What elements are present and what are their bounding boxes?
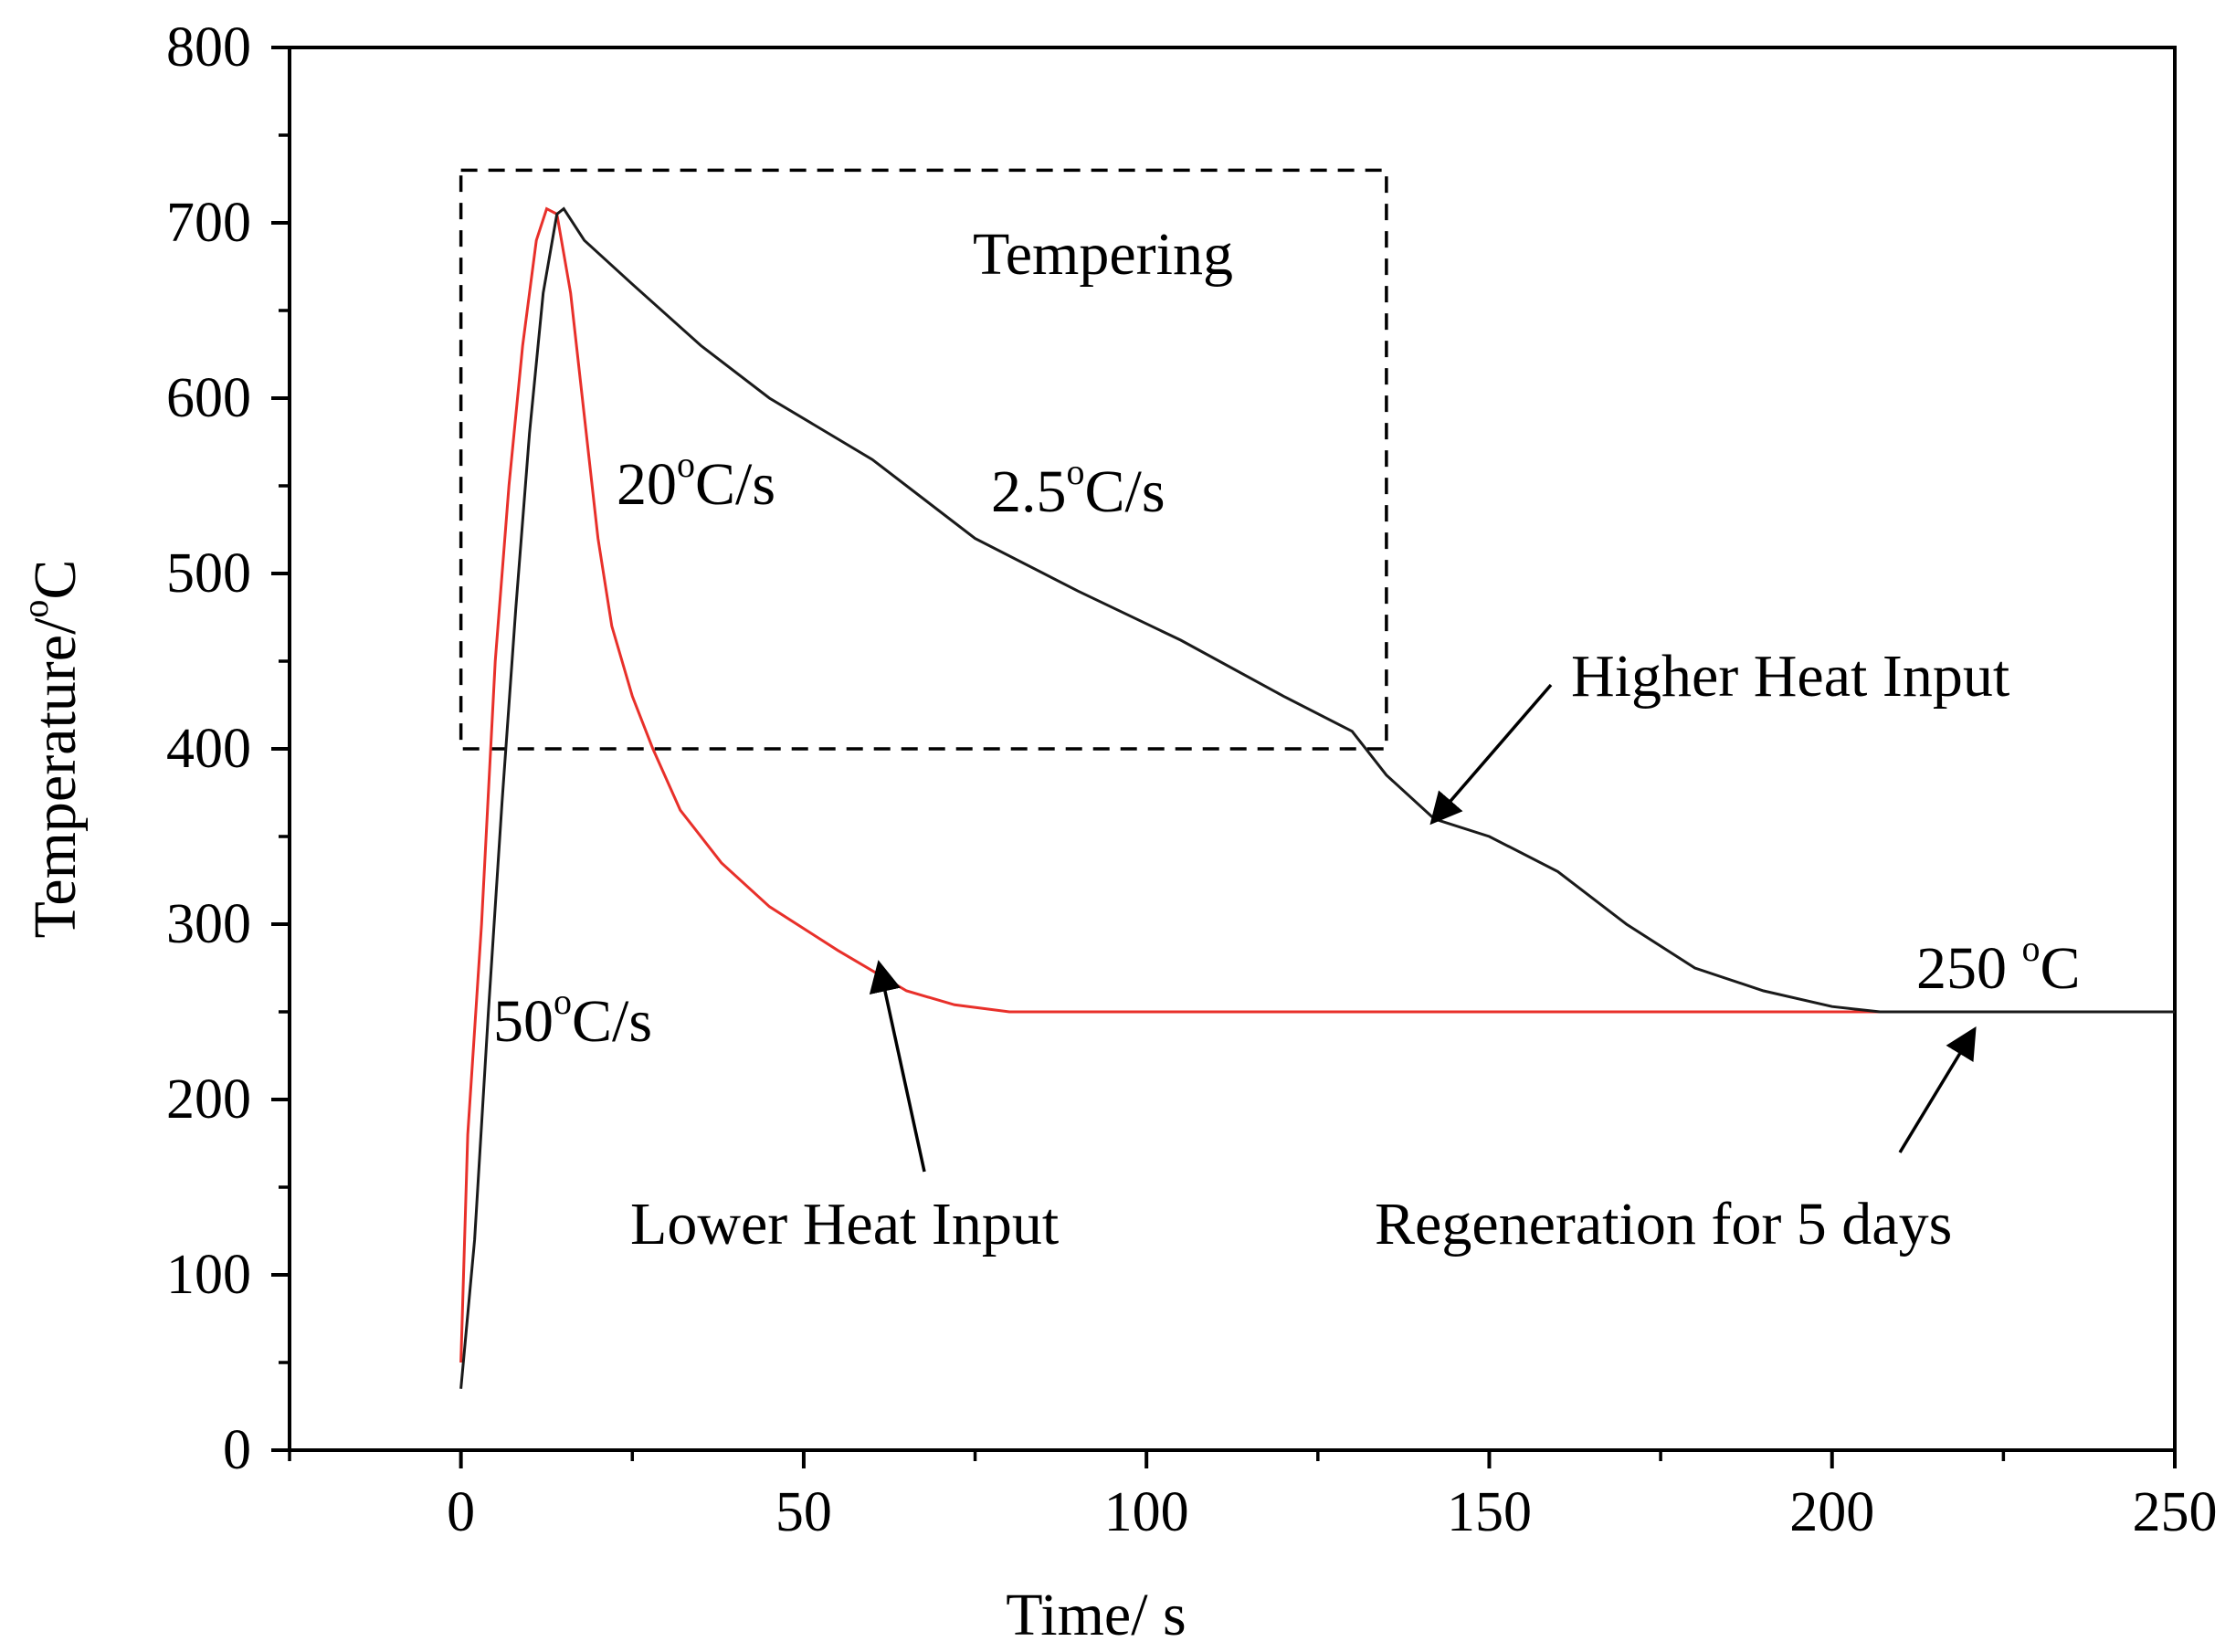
annotation-rate-2-5: 2.5oC/s (991, 451, 1165, 525)
y-axis-ticks: 0 100 200 300 400 500 600 700 800 (166, 16, 290, 1481)
y-tick-label: 100 (166, 1244, 251, 1306)
y-axis-title: Temperature/oC (15, 560, 89, 939)
annotation-regeneration: Regeneration for 5 days (1375, 1191, 1952, 1257)
x-tick-label: 200 (1789, 1481, 1874, 1543)
y-tick-label: 400 (166, 718, 251, 780)
annotation-rate-50: 50oC/s (493, 981, 652, 1055)
higher-heat-input-curve (459, 206, 2175, 1389)
arrow-lower-heat-input (869, 960, 926, 1173)
y-tick-label: 500 (166, 542, 251, 605)
y-tick-label: 0 (223, 1419, 251, 1481)
x-axis-title: Time/ s (1006, 1582, 1186, 1648)
arrow-higher-heat-input (1429, 683, 1553, 826)
y-tick-label: 300 (166, 893, 251, 955)
annotation-hold-250c: 250 oC (1916, 928, 2081, 1002)
x-tick-label: 0 (447, 1481, 475, 1543)
x-tick-label: 50 (775, 1481, 832, 1543)
lower-heat-input-curve (459, 206, 2175, 1363)
x-tick-label: 100 (1104, 1481, 1189, 1543)
arrow-regeneration (1898, 1026, 1977, 1153)
annotation-tempering: Tempering (973, 221, 1233, 288)
annotation-rate-20: 20oC/s (617, 444, 775, 518)
x-axis-ticks: 0 50 100 150 200 250 (288, 1450, 2218, 1543)
annotation-lower-heat-input: Lower Heat Input (630, 1191, 1059, 1257)
x-tick-label: 250 (2133, 1481, 2218, 1543)
y-tick-label: 700 (166, 192, 251, 254)
annotation-higher-heat-input: Higher Heat Input (1571, 643, 2009, 710)
x-tick-label: 150 (1447, 1481, 1532, 1543)
y-tick-label: 800 (166, 16, 251, 79)
y-tick-label: 600 (166, 367, 251, 429)
y-tick-label: 200 (166, 1068, 251, 1131)
tempering-box (459, 168, 1388, 751)
